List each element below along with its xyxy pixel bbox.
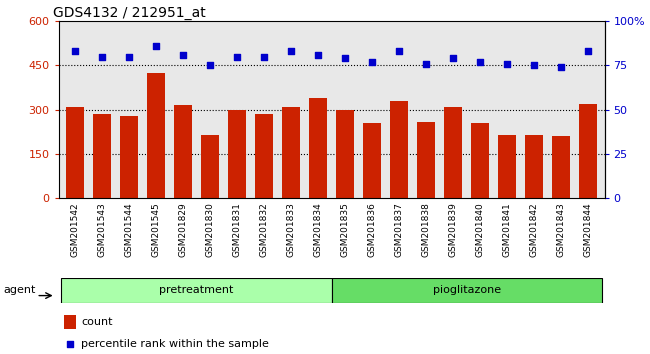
Point bbox=[313, 52, 323, 58]
Bar bbox=[332, 278, 602, 303]
Text: agent: agent bbox=[3, 285, 35, 295]
Bar bbox=[228, 110, 246, 198]
Text: GSM201838: GSM201838 bbox=[422, 202, 430, 257]
Point bbox=[448, 56, 458, 61]
Text: GSM201545: GSM201545 bbox=[151, 202, 161, 257]
Text: GSM201837: GSM201837 bbox=[395, 202, 404, 257]
Point bbox=[394, 48, 404, 54]
Bar bbox=[309, 98, 327, 198]
Point bbox=[65, 341, 75, 347]
Bar bbox=[445, 107, 462, 198]
Text: GSM201840: GSM201840 bbox=[476, 202, 485, 257]
Point bbox=[556, 64, 566, 70]
Point bbox=[286, 48, 296, 54]
Bar bbox=[66, 107, 83, 198]
Point bbox=[367, 59, 377, 65]
Bar bbox=[417, 121, 435, 198]
Point bbox=[529, 63, 539, 68]
Bar bbox=[282, 107, 300, 198]
Text: GSM201835: GSM201835 bbox=[341, 202, 350, 257]
Bar bbox=[525, 135, 543, 198]
Bar bbox=[120, 116, 138, 198]
Bar bbox=[64, 315, 76, 329]
Text: GSM201833: GSM201833 bbox=[287, 202, 296, 257]
Text: percentile rank within the sample: percentile rank within the sample bbox=[81, 339, 269, 349]
Bar bbox=[390, 101, 408, 198]
Bar bbox=[147, 73, 164, 198]
Text: GSM201830: GSM201830 bbox=[205, 202, 214, 257]
Point bbox=[205, 63, 215, 68]
Text: GSM201842: GSM201842 bbox=[530, 202, 539, 257]
Text: GSM201829: GSM201829 bbox=[178, 202, 187, 257]
Point bbox=[70, 48, 80, 54]
Text: pretreatment: pretreatment bbox=[159, 285, 233, 295]
Text: GSM201542: GSM201542 bbox=[70, 202, 79, 257]
Point bbox=[151, 43, 161, 49]
Point bbox=[259, 54, 269, 59]
Bar bbox=[174, 105, 192, 198]
Text: GSM201834: GSM201834 bbox=[313, 202, 322, 257]
Point bbox=[502, 61, 512, 67]
Bar bbox=[499, 135, 516, 198]
Text: GSM201544: GSM201544 bbox=[124, 202, 133, 257]
Point bbox=[475, 59, 486, 65]
Bar bbox=[61, 278, 332, 303]
Bar bbox=[255, 114, 273, 198]
Point bbox=[340, 56, 350, 61]
Point bbox=[177, 52, 188, 58]
Bar bbox=[552, 136, 570, 198]
Text: count: count bbox=[81, 317, 113, 327]
Bar bbox=[201, 135, 218, 198]
Point bbox=[583, 48, 593, 54]
Bar bbox=[336, 110, 354, 198]
Text: pioglitazone: pioglitazone bbox=[433, 285, 500, 295]
Text: GSM201844: GSM201844 bbox=[584, 202, 593, 257]
Bar bbox=[363, 123, 381, 198]
Text: GSM201839: GSM201839 bbox=[448, 202, 458, 257]
Bar bbox=[93, 114, 110, 198]
Point bbox=[124, 54, 134, 59]
Point bbox=[97, 54, 107, 59]
Text: GSM201841: GSM201841 bbox=[502, 202, 512, 257]
Text: GSM201836: GSM201836 bbox=[367, 202, 376, 257]
Bar bbox=[580, 104, 597, 198]
Text: GSM201843: GSM201843 bbox=[557, 202, 566, 257]
Point bbox=[421, 61, 432, 67]
Text: GSM201832: GSM201832 bbox=[259, 202, 268, 257]
Text: GSM201543: GSM201543 bbox=[98, 202, 106, 257]
Text: GSM201831: GSM201831 bbox=[233, 202, 241, 257]
Bar bbox=[471, 123, 489, 198]
Point bbox=[231, 54, 242, 59]
Text: GDS4132 / 212951_at: GDS4132 / 212951_at bbox=[53, 6, 206, 20]
